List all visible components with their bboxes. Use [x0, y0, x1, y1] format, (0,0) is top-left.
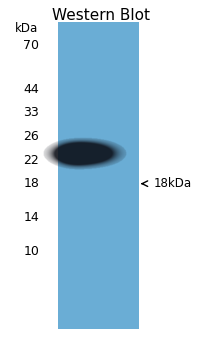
Text: 18: 18 [23, 177, 39, 190]
Text: 26: 26 [23, 130, 39, 143]
Text: Western Blot: Western Blot [52, 8, 149, 24]
Bar [57, 22, 138, 329]
Text: 44: 44 [23, 83, 39, 96]
Text: 10: 10 [23, 245, 39, 257]
Text: 14: 14 [23, 211, 39, 224]
Text: 22: 22 [23, 154, 39, 166]
Text: 70: 70 [23, 39, 39, 52]
Text: 18kDa: 18kDa [153, 177, 191, 190]
Text: kDa: kDa [15, 22, 38, 35]
Text: 33: 33 [23, 106, 39, 119]
